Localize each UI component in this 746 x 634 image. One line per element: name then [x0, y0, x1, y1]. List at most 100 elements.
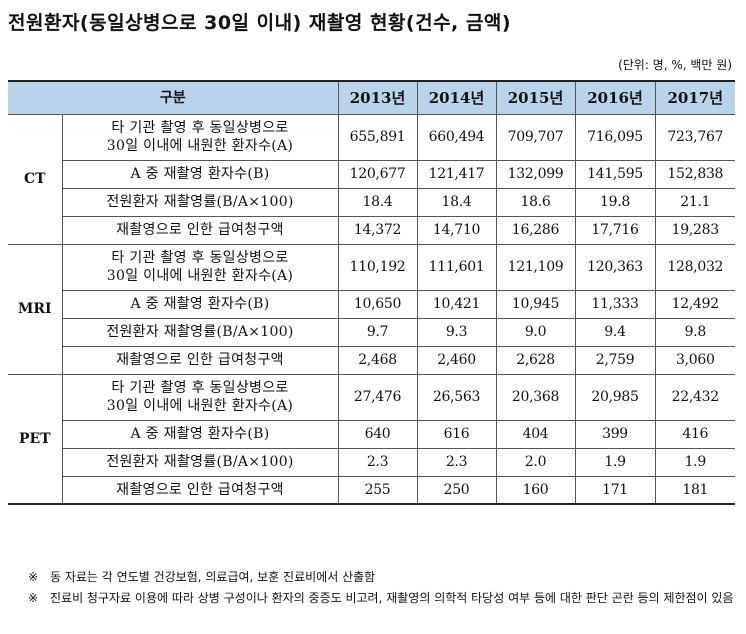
cell-value: 2,628: [495, 345, 576, 375]
group-label-pet: PET: [8, 373, 63, 505]
row-label-line: 30일 이내에 내원한 환자수(A): [106, 398, 294, 414]
cell-value: 399: [574, 419, 656, 449]
cell-value: 18.4: [337, 187, 418, 217]
cell-value: 16,286: [495, 215, 576, 245]
header-year: 2017년: [654, 81, 736, 115]
cell-value: 12,492: [654, 289, 736, 319]
cell-value: 616: [416, 419, 497, 449]
cell-value: 9.7: [337, 317, 418, 347]
header-year: 2015년: [495, 81, 576, 115]
page-title: 전원환자(동일상병으로 30일 이내) 재촬영 현황(건수, 금액): [8, 12, 512, 34]
cell-value: 10,421: [416, 289, 497, 319]
row-label: 재촬영으로 인한 급여청구액: [62, 345, 339, 375]
cell-value: 416: [654, 419, 736, 449]
table-row: PET 타 기관 촬영 후 동일상병으로 30일 이내에 내원한 환자수(A) 2…: [8, 373, 736, 505]
cell-value: 160: [495, 475, 576, 505]
cell-value: 152,838: [654, 159, 736, 189]
cell-value: 2,759: [574, 345, 656, 375]
note-text: 진료비 청구자료 이용에 따라 상병 구성이나 환자의 중증도 비고려, 재촬영…: [50, 591, 734, 605]
cell-value: 2.3: [337, 447, 418, 477]
row-label-line: 타 기관 촬영 후 동일상병으로: [111, 380, 289, 396]
cell-value: 255: [337, 475, 418, 505]
row-label: 전원환자 재촬영률(B/A×100): [62, 447, 339, 477]
table-row: 전원환자 재촬영률(B/A×100) 2.3 2.3 2.0 1.9 1.9: [8, 447, 736, 477]
cell-value: 121,417: [416, 159, 497, 189]
retake-table: 구분 2013년 2014년 2015년 2016년 2017년 CT 타 기관…: [8, 80, 736, 505]
cell-value: 10,945: [495, 289, 576, 319]
cell-value: 111,601: [416, 243, 497, 291]
cell-value: 19,283: [654, 215, 736, 245]
table-row: MRI 타 기관 촬영 후 동일상병으로 30일 이내에 내원한 환자수(A) 1…: [8, 243, 736, 375]
cell-value: 2.0: [495, 447, 576, 477]
cell-value: 9.0: [495, 317, 576, 347]
cell-value: 121,109: [495, 243, 576, 291]
cell-value: 120,677: [337, 159, 418, 189]
cell-value: 709,707: [495, 113, 576, 161]
cell-value: 9.4: [574, 317, 656, 347]
cell-value: 14,372: [337, 215, 418, 245]
cell-value: 1.9: [654, 447, 736, 477]
row-label-line: 타 기관 촬영 후 동일상병으로: [111, 250, 289, 266]
row-label: A 중 재촬영 환자수(B): [62, 419, 339, 449]
cell-value: 404: [495, 419, 576, 449]
row-label: 재촬영으로 인한 급여청구액: [62, 215, 339, 245]
cell-value: 250: [416, 475, 497, 505]
cell-value: 22,432: [654, 373, 736, 421]
cell-value: 640: [337, 419, 418, 449]
header-year: 2016년: [574, 81, 656, 115]
group-label-ct: CT: [8, 113, 63, 245]
row-label-line: 타 기관 촬영 후 동일상병으로: [111, 120, 289, 136]
cell-value: 9.3: [416, 317, 497, 347]
row-label: 타 기관 촬영 후 동일상병으로 30일 이내에 내원한 환자수(A): [61, 373, 339, 421]
row-label: 타 기관 촬영 후 동일상병으로 30일 이내에 내원한 환자수(A): [61, 113, 339, 161]
row-label: 타 기관 촬영 후 동일상병으로 30일 이내에 내원한 환자수(A): [61, 243, 339, 291]
cell-value: 128,032: [654, 243, 736, 291]
row-label: 전원환자 재촬영률(B/A×100): [62, 187, 339, 217]
table-row: A 중 재촬영 환자수(B) 120,677 121,417 132,099 1…: [8, 159, 736, 189]
table-row: 전원환자 재촬영률(B/A×100) 9.7 9.3 9.0 9.4 9.8: [8, 317, 736, 347]
table-row: 재촬영으로 인한 급여청구액 14,372 14,710 16,286 17,7…: [8, 215, 736, 245]
cell-value: 18.6: [495, 187, 576, 217]
cell-value: 9.8: [654, 317, 736, 347]
cell-value: 181: [654, 475, 736, 505]
cell-value: 171: [574, 475, 656, 505]
header-year: 2014년: [416, 81, 497, 115]
cell-value: 660,494: [416, 113, 497, 161]
cell-value: 723,767: [654, 113, 736, 161]
header-year: 2013년: [337, 81, 418, 115]
group-label-mri: MRI: [8, 243, 63, 375]
cell-value: 14,710: [416, 215, 497, 245]
cell-value: 141,595: [574, 159, 656, 189]
cell-value: 20,985: [574, 373, 656, 421]
cell-value: 2,468: [337, 345, 418, 375]
cell-value: 11,333: [574, 289, 656, 319]
cell-value: 716,095: [574, 113, 656, 161]
row-label-line: 30일 이내에 내원한 환자수(A): [106, 268, 294, 284]
footnotes: ※ 동 자료는 각 연도별 건강보험, 의료급여, 보훈 진료비에서 산출함 ※…: [28, 567, 740, 609]
note-mark: ※: [28, 570, 39, 584]
footnote: ※ 동 자료는 각 연도별 건강보험, 의료급여, 보훈 진료비에서 산출함: [28, 567, 740, 588]
cell-value: 2,460: [416, 345, 497, 375]
table-row: 전원환자 재촬영률(B/A×100) 18.4 18.4 18.6 19.8 2…: [8, 187, 736, 217]
cell-value: 1.9: [574, 447, 656, 477]
note-text: 동 자료는 각 연도별 건강보험, 의료급여, 보훈 진료비에서 산출함: [50, 570, 376, 584]
row-label-line: 30일 이내에 내원한 환자수(A): [106, 138, 294, 154]
cell-value: 19.8: [574, 187, 656, 217]
table-row: 재촬영으로 인한 급여청구액 2,468 2,460 2,628 2,759 3…: [8, 345, 736, 375]
cell-value: 27,476: [337, 373, 418, 421]
table-row: A 중 재촬영 환자수(B) 10,650 10,421 10,945 11,3…: [8, 289, 736, 319]
unit-label: (단위: 명, %, 백만 원): [618, 58, 732, 72]
cell-value: 3,060: [654, 345, 736, 375]
header-category: 구분: [8, 81, 339, 115]
table-row: 재촬영으로 인한 급여청구액 255 250 160 171 181: [8, 475, 736, 505]
cell-value: 655,891: [337, 113, 418, 161]
header-row: 구분 2013년 2014년 2015년 2016년 2017년: [8, 81, 736, 115]
cell-value: 20,368: [495, 373, 576, 421]
cell-value: 132,099: [495, 159, 576, 189]
cell-value: 120,363: [574, 243, 656, 291]
cell-value: 10,650: [337, 289, 418, 319]
table-row: A 중 재촬영 환자수(B) 640 616 404 399 416: [8, 419, 736, 449]
cell-value: 110,192: [337, 243, 418, 291]
cell-value: 17,716: [574, 215, 656, 245]
footnote: ※ 진료비 청구자료 이용에 따라 상병 구성이나 환자의 중증도 비고려, 재…: [28, 588, 740, 609]
